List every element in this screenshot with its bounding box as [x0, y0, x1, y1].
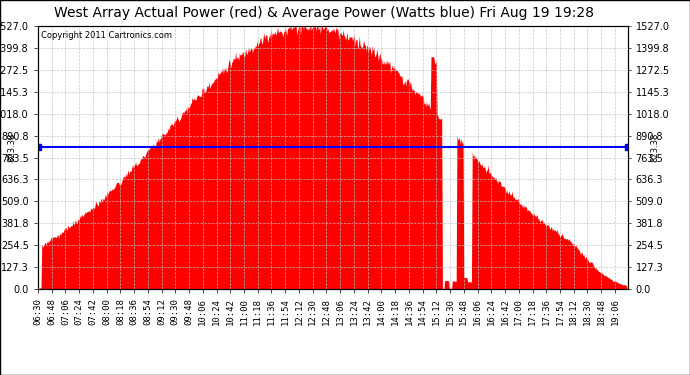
Text: Copyright 2011 Cartronics.com: Copyright 2011 Cartronics.com [41, 32, 172, 40]
Text: 823.38: 823.38 [650, 132, 659, 162]
Text: 823.38: 823.38 [7, 132, 16, 162]
Text: West Array Actual Power (red) & Average Power (Watts blue) Fri Aug 19 19:28: West Array Actual Power (red) & Average … [55, 6, 594, 20]
